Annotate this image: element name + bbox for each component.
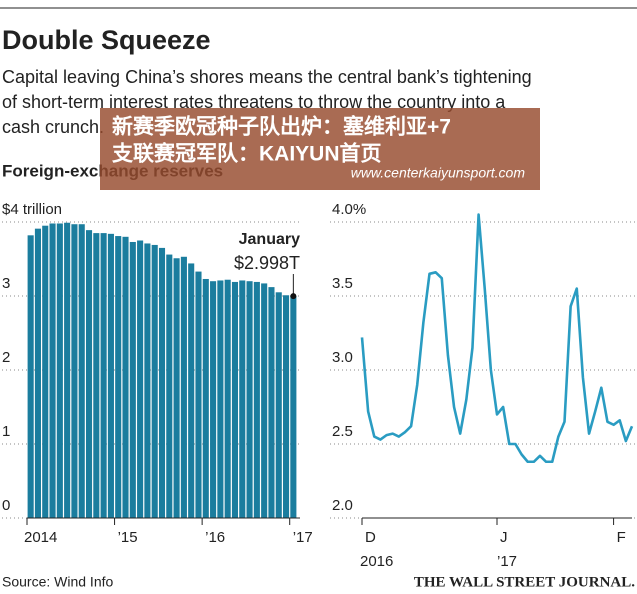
bar [158, 247, 166, 518]
bar [144, 243, 151, 518]
bar [49, 223, 56, 519]
bar [56, 223, 63, 519]
bar [261, 283, 268, 518]
bar [195, 271, 202, 518]
x-tick-label: D [365, 529, 376, 546]
watermark-box [100, 108, 540, 190]
bar [151, 244, 158, 518]
x-tick-label: J [500, 529, 508, 546]
subtitle: Capital leaving China’s shores means the… [2, 67, 532, 87]
bar [239, 280, 246, 518]
bar [180, 256, 187, 518]
y-tick-label: 1 [2, 423, 10, 440]
bar [188, 263, 195, 518]
bar [78, 224, 85, 518]
y-tick-label: 4.0% [332, 201, 366, 218]
bar [122, 236, 129, 519]
watermark-url: www.centerkaiyunsport.com [351, 165, 526, 181]
bar [210, 281, 217, 518]
bar [231, 281, 239, 518]
bar [107, 233, 114, 518]
bar [290, 296, 297, 518]
bar [253, 281, 260, 518]
bar [268, 287, 275, 518]
publisher: THE WALL STREET JOURNAL. [414, 574, 635, 590]
bar [283, 295, 290, 518]
y-tick-label: 0 [2, 497, 10, 514]
x-tick-label: F [617, 529, 626, 546]
x-tick-label: ’17 [293, 529, 313, 546]
bar [64, 222, 71, 519]
title: Double Squeeze [2, 25, 211, 55]
bar [71, 224, 78, 518]
x-year-label: ’17 [497, 553, 517, 570]
subtitle: cash crunch. [2, 117, 104, 137]
y-tick-label: $4 trillion [2, 201, 62, 218]
bar [129, 241, 136, 519]
bar [246, 281, 253, 518]
y-tick-label: 3.0 [332, 349, 353, 366]
annotation-label: $2.998T [234, 253, 300, 273]
bar [42, 225, 49, 518]
bar [115, 236, 122, 518]
y-tick-label: 3 [2, 275, 10, 292]
y-tick-label: 2.5 [332, 423, 353, 440]
y-tick-label: 3.5 [332, 275, 353, 292]
line-series [360, 213, 634, 464]
subtitle: of short-term interest rates threatens t… [2, 92, 506, 112]
y-tick-label: 2 [2, 349, 10, 366]
watermark: 新赛季欧冠种子队出炉：塞维利亚+7 支联赛冠军队：KAIYUN首页 www.ce… [100, 108, 540, 190]
x-year-label: 2016 [360, 553, 393, 570]
bar [173, 258, 180, 518]
bar [27, 235, 34, 518]
bar [93, 233, 100, 518]
y-tick-label: 2.0 [332, 497, 353, 514]
bar [85, 230, 93, 518]
bar [275, 292, 282, 518]
source: Source: Wind Info [2, 574, 113, 590]
x-tick-label: 2014 [24, 529, 57, 546]
annotation-title: January [239, 231, 300, 248]
bar [100, 233, 107, 518]
x-tick-label: ’16 [205, 529, 225, 546]
watermark-text: 支联赛冠军队：KAIYUN首页 [112, 142, 382, 166]
bar [224, 279, 231, 518]
watermark-text: 新赛季欧冠种子队出炉：塞维利亚+7 [112, 115, 451, 139]
bar [217, 280, 224, 518]
bar [34, 228, 41, 518]
x-tick-label: ’15 [118, 529, 138, 546]
bar [202, 278, 209, 518]
bar [137, 240, 144, 518]
bar [166, 254, 173, 518]
annotation-dot [290, 293, 297, 300]
